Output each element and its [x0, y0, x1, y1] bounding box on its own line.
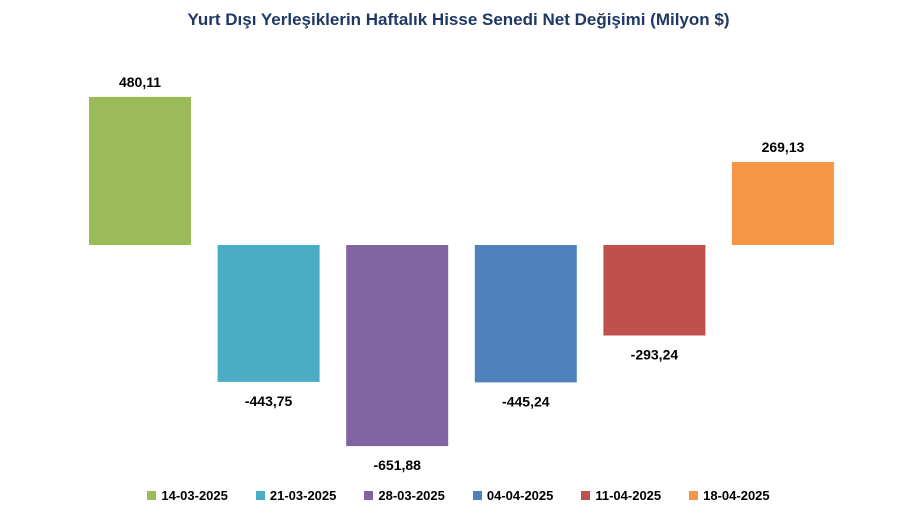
legend-label-28-03-2025: 28-03-2025: [378, 488, 445, 503]
legend-label-11-04-2025: 11-04-2025: [595, 488, 662, 503]
bar-04-04-2025: [474, 245, 577, 383]
legend-label-18-04-2025: 18-04-2025: [703, 488, 770, 503]
bars-layer: [89, 96, 834, 447]
data-label-11-04-2025: -293,24: [631, 347, 679, 363]
bar-18-04-2025: [732, 162, 834, 245]
legend-label-21-03-2025: 21-03-2025: [269, 488, 337, 503]
legend-item-11-04-2025: 11-04-2025: [581, 488, 661, 503]
legend-item-14-03-2025: 14-03-2025: [147, 488, 228, 503]
legend-swatch-14-03-2025: [147, 491, 157, 500]
legend-label-04-04-2025: 04-04-2025: [486, 488, 554, 503]
legend-item-04-04-2025: 04-04-2025: [472, 488, 554, 503]
bar-28-03-2025: [346, 245, 449, 447]
bar-21-03-2025: [217, 245, 320, 382]
legend-swatch-11-04-2025: [581, 491, 591, 500]
legend-label-14-03-2025: 14-03-2025: [161, 488, 228, 503]
data-label-04-04-2025: -445,24: [502, 393, 550, 409]
legend-item-28-03-2025: 28-03-2025: [364, 488, 445, 503]
legend-swatch-28-03-2025: [364, 491, 374, 500]
legend-swatch-21-03-2025: [255, 491, 265, 500]
legend-item-21-03-2025: 21-03-2025: [255, 488, 337, 503]
data-label-18-04-2025: 269,13: [762, 139, 805, 155]
legend: 14-03-2025 21-03-2025 28-03-2025 04-04-2025…: [0, 488, 917, 503]
data-label-28-03-2025: -651,88: [373, 457, 421, 473]
data-label-21-03-2025: -443,75: [245, 393, 293, 409]
bar-11-04-2025: [603, 245, 706, 336]
legend-swatch-18-04-2025: [689, 491, 699, 500]
legend-swatch-04-04-2025: [472, 491, 482, 500]
data-label-14-03-2025: 480,11: [119, 74, 161, 90]
data-labels-layer: 480,11 -443,75 -651,88 -445,24 -293,24 269,13: [119, 74, 805, 473]
bar-14-03-2025: [89, 96, 191, 246]
legend-item-18-04-2025: 18-04-2025: [689, 488, 770, 503]
bar-chart: 480,11 -443,75 -651,88 -445,24 -293,24 269,13: [89, 74, 834, 473]
chart-title: Yurt Dışı Yerleşiklerin Haftalık Hisse S…: [187, 10, 730, 29]
